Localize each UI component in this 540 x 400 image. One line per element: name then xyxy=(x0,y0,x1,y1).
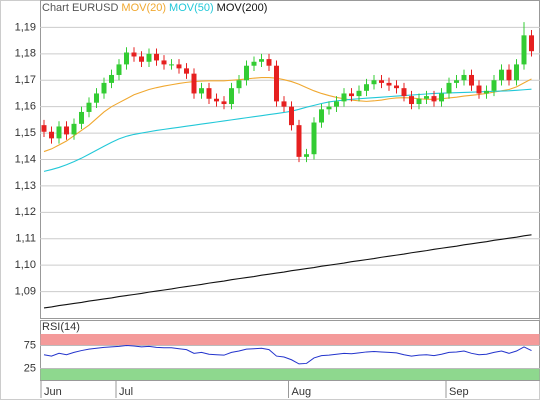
candle-body xyxy=(371,80,377,85)
x-tick-label: Jul xyxy=(119,386,133,398)
candle-body xyxy=(304,154,309,157)
candle-body xyxy=(169,64,174,66)
candle-body xyxy=(521,35,527,65)
candle-body xyxy=(289,106,294,126)
candle-body xyxy=(334,101,339,107)
candle-body xyxy=(499,69,504,81)
candle-body xyxy=(356,90,362,97)
candle-body xyxy=(184,68,189,74)
candle-body xyxy=(341,93,347,102)
candle-body xyxy=(244,65,249,81)
candle-body xyxy=(251,61,257,66)
candle-body xyxy=(221,101,227,105)
y-tick-label: 1,12 xyxy=(15,206,36,218)
x-tick-label: Sep xyxy=(449,386,469,398)
x-tick-label: Aug xyxy=(292,386,312,398)
candle-body xyxy=(64,126,69,135)
candle-body xyxy=(124,52,129,65)
candle-body xyxy=(446,82,452,94)
rsi-band xyxy=(40,368,540,380)
candle-body xyxy=(491,80,497,91)
candle-body xyxy=(349,93,354,97)
legend-entry: MOV(200) xyxy=(217,2,268,14)
candle-body xyxy=(79,111,84,124)
y-tick-label: 75 xyxy=(24,339,36,351)
y-tick-label: 1,19 xyxy=(15,21,36,33)
candle-body xyxy=(484,90,489,94)
rsi-line xyxy=(43,344,532,365)
candle-body xyxy=(476,85,482,94)
y-tick-label: 1,10 xyxy=(15,259,36,271)
candle-body xyxy=(101,82,107,94)
candle-body xyxy=(394,85,399,89)
moving-average-line xyxy=(43,77,532,153)
y-tick-label: 1,14 xyxy=(15,153,36,165)
candle-body xyxy=(236,80,242,89)
y-tick-label: 1,17 xyxy=(15,74,36,86)
legend: Chart EURUSD MOV(20) MOV(50) MOV(200) xyxy=(42,2,267,14)
candle-body xyxy=(176,64,182,69)
candle-body xyxy=(311,122,317,155)
candle-body xyxy=(199,88,204,94)
candle-body xyxy=(506,69,512,81)
y-tick-label: 1,13 xyxy=(15,180,36,192)
candle-body xyxy=(41,125,47,132)
candle-body xyxy=(94,93,99,103)
candle-body xyxy=(71,123,77,135)
candle-body xyxy=(461,74,467,81)
candle-body xyxy=(379,80,384,83)
rsi-band xyxy=(40,334,540,346)
candle-body xyxy=(214,98,219,102)
candle-body xyxy=(146,53,152,62)
moving-average-line xyxy=(43,234,532,309)
rsi-title: RSI(14) xyxy=(42,321,80,333)
candle-body xyxy=(386,82,392,86)
candle-body xyxy=(454,80,459,83)
candle-body xyxy=(281,101,287,107)
candle-body xyxy=(259,59,264,62)
candle-body xyxy=(131,52,137,57)
y-tick-label: 1,11 xyxy=(15,233,36,245)
candle-body xyxy=(154,53,159,61)
chart-title: Chart EURUSD xyxy=(42,2,118,14)
candle-body xyxy=(161,60,167,65)
candle-body xyxy=(409,96,414,105)
candle-body xyxy=(469,74,474,86)
x-tick-label: Jun xyxy=(44,386,62,398)
plot-layer: 1,09 1,10 1,11 1,12 1,13 1,14 1,15 1,16 1,17 1,18… xyxy=(15,21,540,398)
candle-body xyxy=(206,88,212,99)
candle-body xyxy=(326,106,332,110)
candle-body xyxy=(86,102,92,112)
candle-body xyxy=(296,125,302,157)
y-tick-label: 1,16 xyxy=(15,101,36,113)
candle-body xyxy=(401,88,407,97)
candle-body xyxy=(229,88,234,105)
candle-body xyxy=(56,126,62,139)
y-tick-label: 1,18 xyxy=(15,48,36,60)
candle-body xyxy=(274,65,279,102)
candle-body xyxy=(319,109,324,123)
candle-body xyxy=(49,131,54,139)
candle-body xyxy=(416,98,422,105)
candle-body xyxy=(139,56,144,62)
candle-body xyxy=(424,96,429,99)
legend-entry: MOV(50) xyxy=(169,2,214,14)
candle-body xyxy=(529,35,534,52)
y-tick-label: 1,09 xyxy=(15,285,36,297)
candle-body xyxy=(191,73,197,94)
candle-body xyxy=(116,64,122,75)
y-tick-label: 1,15 xyxy=(15,127,36,139)
candle-body xyxy=(514,64,519,81)
y-tick-label: 25 xyxy=(24,362,36,374)
candle-body xyxy=(109,74,114,83)
candle-body xyxy=(431,96,437,102)
candle-body xyxy=(364,84,369,91)
legend-entry: MOV(20) xyxy=(121,2,166,14)
candle-body xyxy=(439,93,444,102)
candle-body xyxy=(266,59,272,66)
